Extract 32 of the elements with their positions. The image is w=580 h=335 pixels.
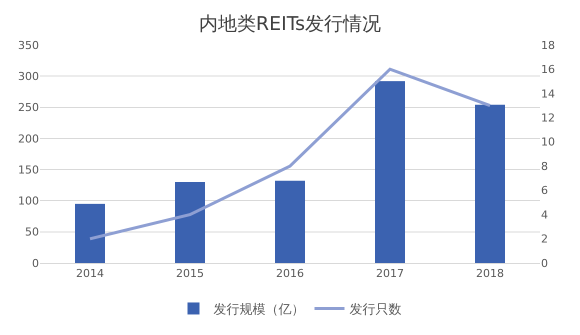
- y2-tick-label: 2: [541, 232, 548, 246]
- x-tick-label: 2016: [276, 267, 304, 280]
- y2-tick-label: 10: [541, 136, 555, 149]
- y-tick-label: 100: [18, 194, 39, 208]
- line-series: [88, 68, 492, 240]
- y-tick-label: 300: [18, 70, 39, 83]
- y2-tick-label: 12: [541, 112, 555, 125]
- y2-tick-label: 16: [541, 63, 555, 76]
- x-tick-label: 2014: [76, 267, 104, 280]
- y2-tick-label: 4: [541, 208, 548, 222]
- y-tick-label: 0: [32, 256, 39, 270]
- y-tick-label: 250: [18, 101, 39, 114]
- legend-label: 发行规模（亿）: [214, 302, 304, 318]
- bar: [375, 81, 405, 263]
- x-tick-label: 2015: [176, 267, 204, 280]
- bar: [175, 182, 205, 263]
- y2-tick-label: 0: [541, 256, 548, 270]
- y-tick-label: 150: [18, 163, 39, 176]
- chart-title: 内地类REITs发行情况: [198, 13, 382, 36]
- legend-label: 发行只数: [350, 302, 402, 318]
- x-tick-label: 2018: [476, 267, 504, 280]
- y2-tick-label: 8: [541, 160, 548, 173]
- y-tick-label: 200: [18, 132, 39, 146]
- bar: [475, 104, 505, 263]
- y-tick-label: 350: [18, 38, 39, 52]
- x-tick-label: 2017: [376, 267, 404, 280]
- y2-tick-label: 18: [541, 38, 555, 52]
- bar: [75, 204, 105, 263]
- bar: [275, 180, 305, 263]
- y2-tick-label: 6: [541, 184, 548, 198]
- y2-tick-label: 14: [541, 87, 555, 100]
- y-tick-label: 50: [25, 226, 39, 239]
